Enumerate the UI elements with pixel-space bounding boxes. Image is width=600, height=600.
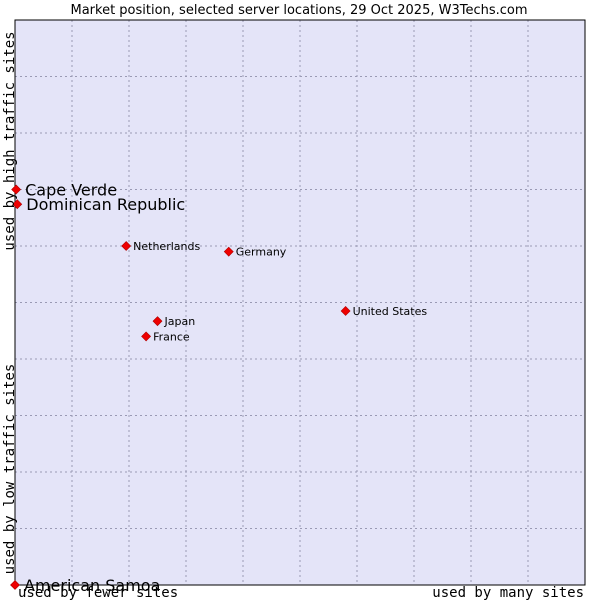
point-label: American Samoa [24,576,160,595]
point-marker [141,331,152,342]
point-label: France [153,330,190,343]
point-germany: Germany [223,246,287,259]
point-label: United States [353,305,428,318]
point-marker [121,241,132,251]
chart-title: Market position, selected server locatio… [70,3,527,18]
point-label: Netherlands [133,240,200,253]
point-marker [10,580,20,590]
point-american-samoa: American Samoa [10,576,160,595]
x-axis-label-low: used by fewer sites [18,585,178,600]
point-marker [340,306,351,316]
point-france: France [141,330,190,343]
point-marker [152,316,163,327]
point-marker [12,199,23,210]
point-marker [223,246,234,257]
y-axis-label-low: used by low traffic sites [2,364,18,575]
point-label: Dominican Republic [26,195,185,214]
point-marker [11,184,22,195]
plot-border [14,19,586,586]
point-label: Germany [236,246,287,259]
point-label: Japan [164,315,196,328]
point-label: Cape Verde [25,181,117,200]
x-axis-label-high: used by many sites [432,585,584,600]
point-netherlands: Netherlands [121,240,200,253]
point-united-states: United States [340,305,428,318]
gridlines [15,20,585,585]
point-dominican-republic: Dominican Republic [12,195,185,214]
point-japan: Japan [152,315,196,328]
y-axis-label-high: used by high traffic sites [2,31,18,250]
point-cape-verde: Cape Verde [11,181,117,200]
